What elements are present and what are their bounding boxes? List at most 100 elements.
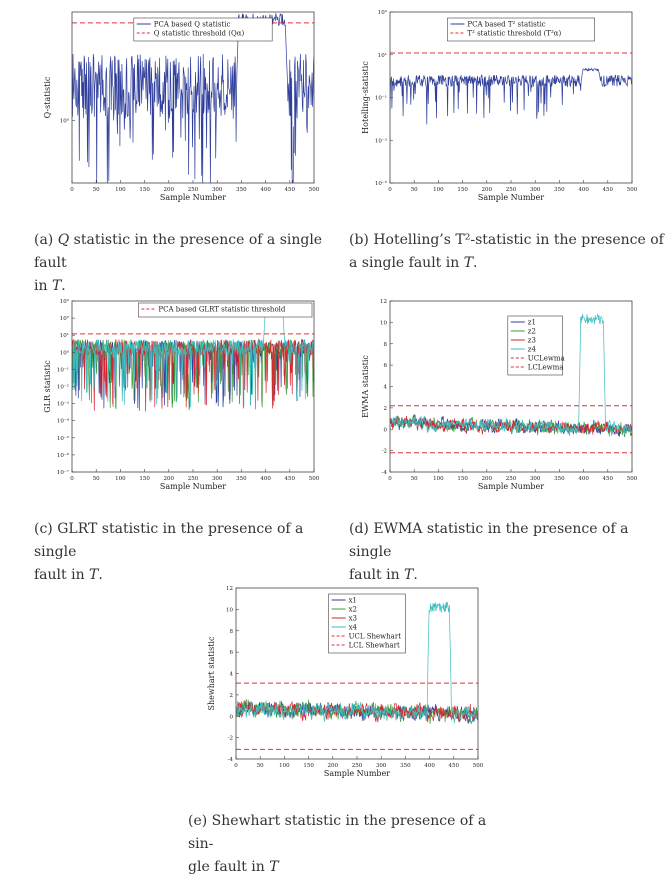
x-tick-label: 400 bbox=[578, 187, 589, 193]
series-line-2 bbox=[72, 338, 314, 412]
x-tick-label: 200 bbox=[482, 476, 493, 482]
legend-box bbox=[328, 593, 406, 654]
x-tick-label: 500 bbox=[473, 763, 484, 769]
caption-b: (b) Hotelling’s T²-statistic in the pres… bbox=[349, 229, 669, 275]
y-tick-label: 0 bbox=[384, 427, 388, 433]
x-tick-label: 400 bbox=[260, 476, 271, 482]
x-tick-label: 150 bbox=[457, 187, 468, 193]
caption-a-line2: in bbox=[34, 278, 52, 294]
x-tick-label: 500 bbox=[309, 476, 320, 482]
glrt-chart: 0 50 100 150 200 250 300 350 400 450 500 10³ 10² 10¹ 1… bbox=[43, 298, 320, 491]
x-axis-label: Sample Number bbox=[160, 482, 226, 491]
x-tick-label: 250 bbox=[506, 476, 517, 482]
x-tick-label: 350 bbox=[400, 763, 411, 769]
legend-label: UCL Shewhart bbox=[349, 633, 402, 641]
legend-label: z4 bbox=[528, 346, 537, 354]
y-axis-label: Q-statistic bbox=[43, 76, 52, 118]
y-axis-label: GLR statistic bbox=[43, 360, 52, 413]
x-tick-label: 350 bbox=[554, 476, 565, 482]
x-tick-label: 100 bbox=[115, 187, 126, 193]
caption-c-num: (c) bbox=[34, 521, 53, 537]
y-tick-label: 10⁰ bbox=[60, 349, 70, 356]
x-tick-label: 300 bbox=[376, 763, 387, 769]
caption-e-line2: gle fault in bbox=[188, 859, 270, 875]
x-axis-label: Sample Number bbox=[478, 482, 544, 491]
x-tick-label: 0 bbox=[70, 187, 74, 193]
x-tick-label: 350 bbox=[554, 187, 565, 193]
y-tick-label: -4 bbox=[382, 470, 388, 476]
y-tick-label: 2 bbox=[230, 693, 234, 699]
x-tick-label: 100 bbox=[433, 476, 444, 482]
legend-box bbox=[133, 17, 273, 42]
x-tick-label: 100 bbox=[433, 187, 444, 193]
y-tick-label: 4 bbox=[230, 672, 234, 678]
y-tick-label: 6 bbox=[384, 363, 388, 369]
caption-a-var: T bbox=[51, 278, 62, 294]
y-tick-label: 10⁻¹ bbox=[57, 366, 69, 373]
y-tick-label: 10⁻⁴ bbox=[57, 418, 70, 425]
caption-c-end: . bbox=[98, 567, 103, 583]
series-group bbox=[390, 67, 632, 125]
y-tick-label: 10⁻⁵ bbox=[57, 435, 69, 442]
legend-label: PCA based Q statistic bbox=[154, 21, 231, 29]
legend-label: z3 bbox=[528, 337, 536, 345]
y-axis-label: Hotelling-statistic bbox=[361, 61, 370, 134]
x-tick-label: 150 bbox=[139, 187, 150, 193]
legend-label: x4 bbox=[349, 624, 358, 632]
y-tick-label: 10⁻³ bbox=[375, 137, 387, 144]
ewma-chart: 0 50 100 150 200 250 300 350 400 450 500 -4 -2 0 2 4 6 8 1… bbox=[361, 299, 638, 491]
x-tick-label: 450 bbox=[285, 476, 296, 482]
x-tick-label: 500 bbox=[627, 476, 638, 482]
x-tick-label: 200 bbox=[164, 187, 175, 193]
x-tick-label: 0 bbox=[388, 187, 392, 193]
legend-label: x2 bbox=[349, 606, 357, 614]
series-group bbox=[72, 13, 314, 183]
x-tick-label: 400 bbox=[578, 476, 589, 482]
x-tick-label: 200 bbox=[164, 476, 175, 482]
y-tick-label: 10⁻² bbox=[57, 384, 69, 391]
caption-a-pre: Q bbox=[57, 232, 70, 248]
series-group bbox=[390, 313, 632, 438]
x-tick-label: 450 bbox=[449, 763, 460, 769]
q-statistic-chart: 0 50 100 150 200 250 300 350 400 450 500 10⁰ Sample … bbox=[43, 11, 320, 202]
x-tick-label: 300 bbox=[530, 476, 541, 482]
caption-d-line1: EWMA statistic in the presence of a sing… bbox=[349, 521, 629, 560]
y-tick-label: 8 bbox=[384, 342, 388, 348]
caption-d-line2: fault in bbox=[349, 567, 405, 583]
x-tick-label: 150 bbox=[457, 476, 468, 482]
x-tick-label: 450 bbox=[285, 187, 296, 193]
y-tick-label: 10⁻⁵ bbox=[375, 180, 387, 187]
legend-label: z2 bbox=[528, 328, 536, 336]
caption-b-line1: Hotelling’s T²-statistic in the presence… bbox=[373, 232, 664, 248]
y-tick-label: 10 bbox=[226, 607, 233, 613]
caption-c: (c) GLRT statistic in the presence of a … bbox=[34, 518, 349, 587]
y-tick-label: 10¹ bbox=[60, 332, 69, 339]
caption-d: (d) EWMA statistic in the presence of a … bbox=[349, 518, 669, 587]
x-tick-label: 100 bbox=[279, 763, 290, 769]
series-group bbox=[236, 601, 478, 725]
x-axis-label: Sample Number bbox=[160, 193, 226, 202]
legend-box bbox=[138, 302, 313, 318]
x-tick-label: 50 bbox=[257, 763, 264, 769]
x-tick-label: 200 bbox=[482, 187, 493, 193]
caption-c-line2: fault in bbox=[34, 567, 90, 583]
y-tick-label: 2 bbox=[384, 406, 388, 412]
caption-a-num: (a) bbox=[34, 232, 54, 248]
y-tick-label: 12 bbox=[380, 299, 387, 305]
caption-e: (e) Shewhart statistic in the presence o… bbox=[188, 810, 508, 879]
legend-box bbox=[447, 17, 595, 42]
x-tick-label: 50 bbox=[93, 187, 100, 193]
caption-b-end: . bbox=[473, 255, 478, 271]
x-tick-label: 400 bbox=[260, 187, 271, 193]
caption-c-var: T bbox=[89, 567, 99, 583]
series-line-3 bbox=[390, 313, 632, 436]
x-tick-label: 150 bbox=[139, 476, 150, 482]
caption-e-line1: Shewhart statistic in the presence of a … bbox=[188, 813, 487, 852]
x-tick-label: 500 bbox=[309, 187, 320, 193]
y-tick-label: 10⁻⁷ bbox=[57, 469, 70, 476]
legend-label: x1 bbox=[349, 597, 357, 605]
caption-a: (a) Q statistic in the presence of a sin… bbox=[34, 229, 334, 298]
